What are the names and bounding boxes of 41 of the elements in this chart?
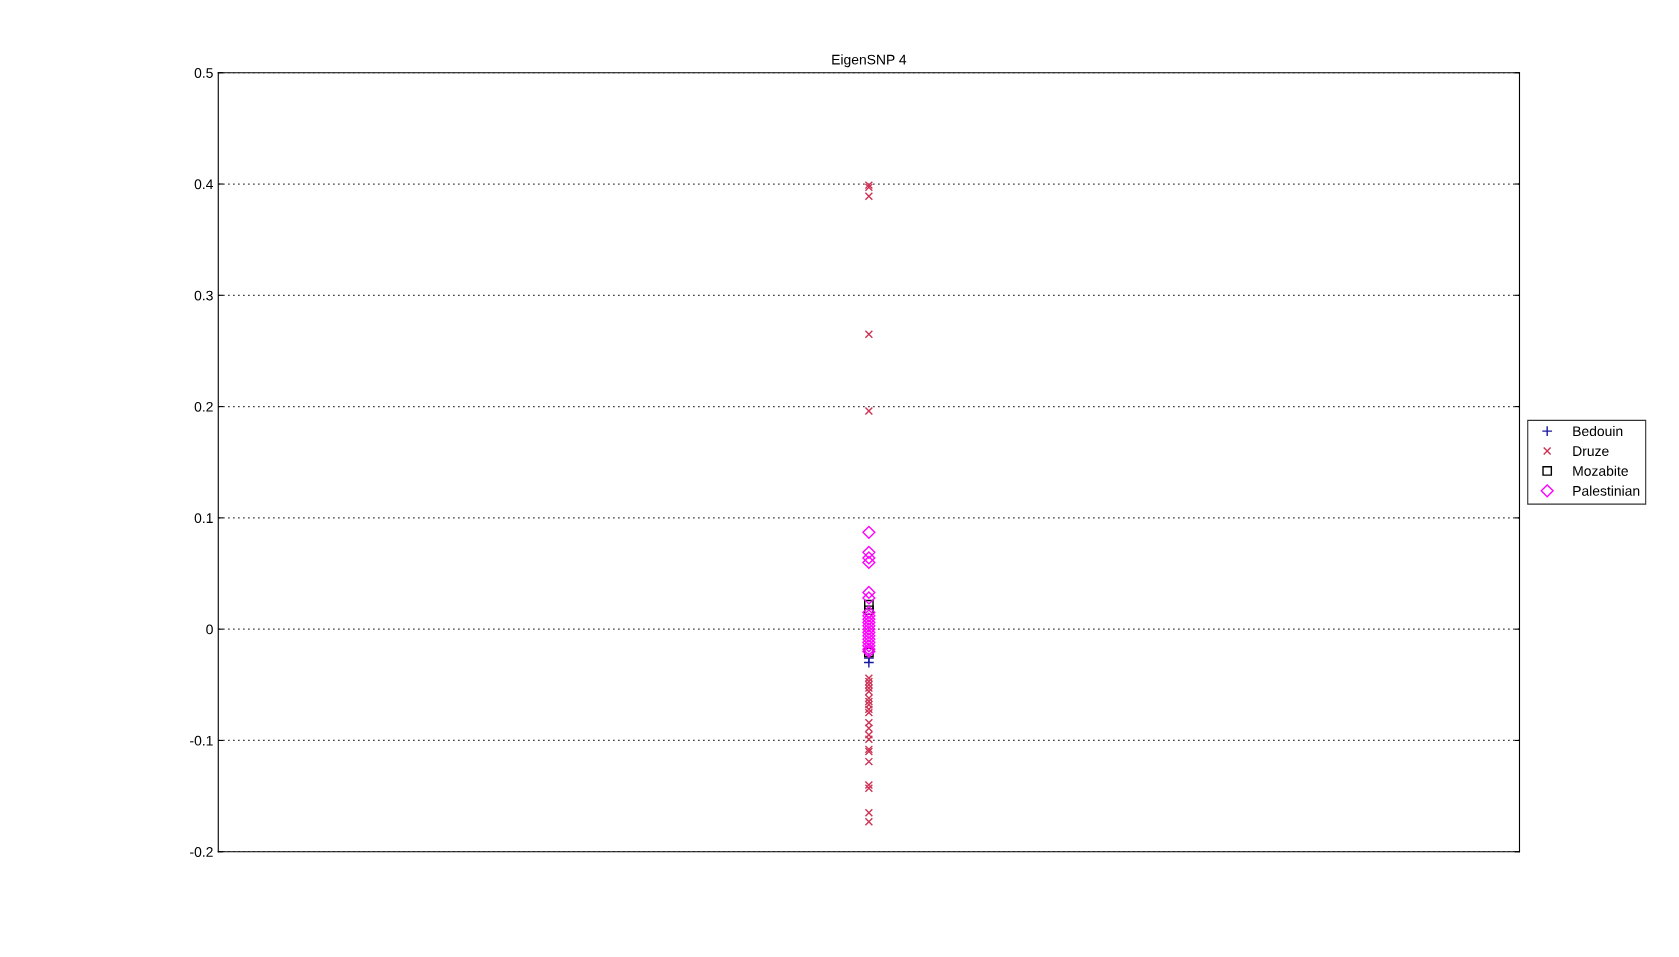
point — [862, 605, 876, 620]
point — [864, 708, 874, 717]
point — [862, 545, 876, 559]
point — [864, 406, 874, 416]
point — [864, 330, 874, 339]
legend-label: Palestinian — [1573, 485, 1640, 496]
y-tick-label: -0.1 — [190, 735, 213, 746]
point — [864, 605, 874, 616]
y-tick-label: 0 — [206, 624, 213, 635]
y-tick-label: 0.1 — [194, 513, 213, 524]
point — [864, 599, 874, 610]
chart-title: EigenSNP 4 — [832, 54, 907, 68]
y-tick-label: 0.3 — [194, 290, 213, 301]
legend-label: Bedouin — [1573, 425, 1623, 437]
point — [864, 718, 874, 727]
legend-label: Druze — [1573, 446, 1609, 457]
point — [864, 735, 874, 744]
point — [864, 780, 874, 790]
point — [864, 705, 874, 714]
point — [862, 635, 876, 650]
y-tick-label: 0.5 — [194, 68, 213, 78]
point — [862, 625, 876, 640]
point — [864, 697, 874, 706]
point — [864, 192, 874, 201]
point — [862, 615, 876, 630]
point — [864, 730, 874, 740]
point — [864, 757, 874, 766]
point — [862, 551, 876, 565]
point — [862, 555, 876, 569]
point — [862, 585, 876, 600]
y-tick-label: 0.4 — [194, 179, 213, 190]
y-tick-label: 0.2 — [194, 401, 213, 412]
point — [864, 784, 874, 793]
point — [864, 817, 874, 826]
legend-label: Mozabite — [1573, 465, 1628, 476]
point — [864, 724, 874, 733]
point — [864, 687, 874, 696]
point — [862, 591, 876, 605]
y-tick-label: -0.2 — [190, 847, 213, 857]
point — [864, 808, 874, 817]
point — [862, 525, 876, 539]
